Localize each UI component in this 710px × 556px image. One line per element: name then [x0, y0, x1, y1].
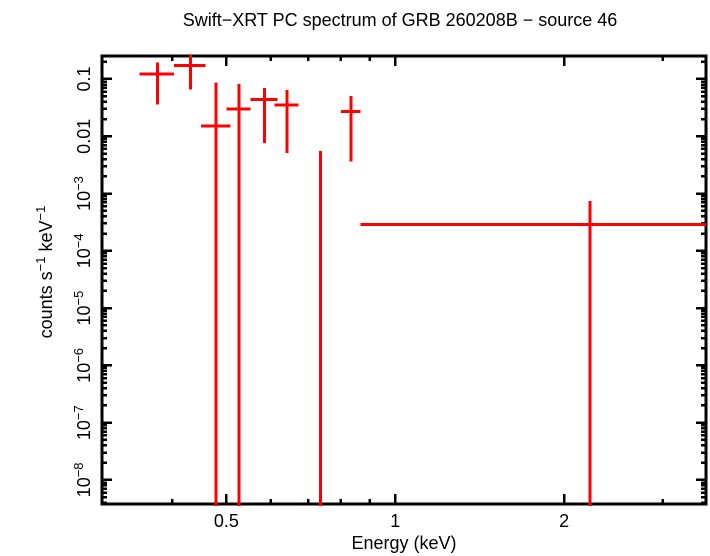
- y-tick-label: 10−7: [71, 405, 94, 440]
- x-tick-label: 2: [559, 511, 569, 531]
- x-tick-label: 0.5: [214, 511, 239, 531]
- data-point: [139, 62, 174, 105]
- svg-text:10−4: 10−4: [71, 233, 94, 268]
- data-point: [250, 87, 278, 144]
- svg-text:10−8: 10−8: [71, 462, 94, 497]
- data-point: [340, 96, 361, 162]
- axis-ticks: [100, 56, 706, 504]
- svg-text:10−3: 10−3: [71, 176, 94, 211]
- y-tick-label: 0.01: [74, 119, 94, 154]
- y-tick-label: 10−5: [71, 291, 94, 326]
- svg-text:10−7: 10−7: [71, 405, 94, 440]
- chart-title: Swift−XRT PC spectrum of GRB 260208B − s…: [183, 10, 618, 30]
- data-point: [274, 90, 299, 154]
- data-point: [360, 201, 706, 506]
- y-tick-label: 10−8: [71, 462, 94, 497]
- y-tick-label: 0.1: [74, 66, 94, 91]
- y-tick-label: 10−3: [71, 176, 94, 211]
- y-axis-label: counts s−1 keV−1: [33, 206, 56, 339]
- data-point: [200, 82, 231, 506]
- svg-text:0.01: 0.01: [74, 119, 94, 154]
- data-point: [226, 84, 251, 506]
- svg-text:10−6: 10−6: [71, 348, 94, 383]
- x-axis-label: Energy (keV): [351, 533, 456, 553]
- y-tick-labels: 0.1 0.01 10−3 10−4 10−5 10−6 10−7 10−8: [71, 66, 94, 497]
- y-tick-label: 10−4: [71, 233, 94, 268]
- data-point: [173, 55, 206, 90]
- data-series: [139, 55, 706, 506]
- y-tick-label: 10−6: [71, 348, 94, 383]
- x-tick-labels: 0.5 1 2: [214, 511, 569, 531]
- plot-frame: [100, 54, 708, 506]
- x-tick-label: 1: [390, 511, 400, 531]
- svg-text:10−5: 10−5: [71, 291, 94, 326]
- svg-text:0.1: 0.1: [74, 66, 94, 91]
